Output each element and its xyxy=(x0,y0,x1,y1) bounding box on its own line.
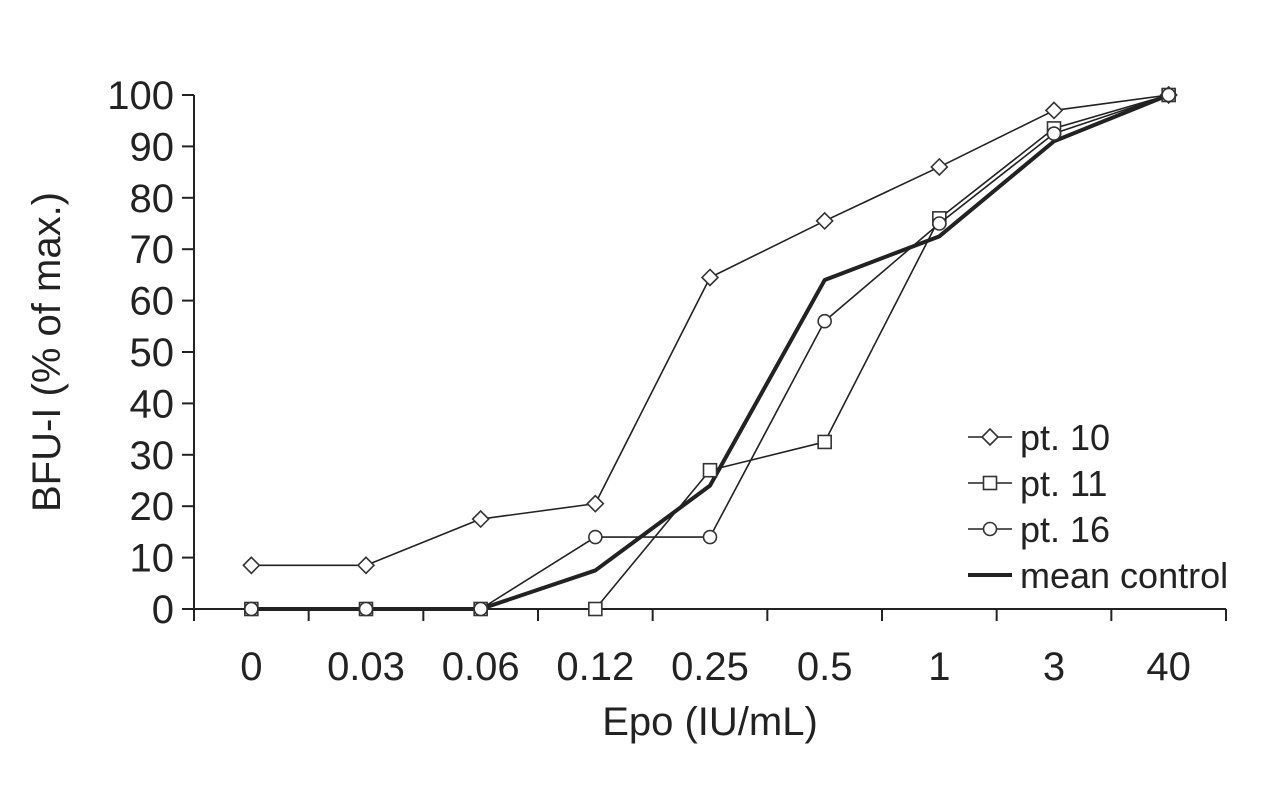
data-point xyxy=(358,601,374,617)
y-tick-label: 20 xyxy=(130,485,175,529)
series-pt-16 xyxy=(244,87,1176,617)
data-point xyxy=(471,509,490,529)
legend-item: pt. 11 xyxy=(968,463,1107,504)
y-tick-label: 90 xyxy=(130,125,175,169)
data-point xyxy=(930,157,949,177)
y-tick-label: 100 xyxy=(107,74,174,118)
data-point xyxy=(817,313,832,329)
x-tick-label: 0.5 xyxy=(797,645,853,689)
x-tick-label: 0.12 xyxy=(556,645,634,689)
x-tick-label: 0.03 xyxy=(327,645,405,689)
legend-marker xyxy=(980,427,1000,447)
x-tick-label: 0.25 xyxy=(671,645,749,689)
axes: 0 10 20 30 40 50 60 70 80 90 100 0 0.03 0.06 0.12 0.25… xyxy=(107,74,1227,689)
legend: pt. 10 pt. 11 pt. 16 mean control xyxy=(968,417,1228,596)
series-layer xyxy=(242,85,1178,617)
data-point xyxy=(702,462,718,478)
x-ticks: 0 0.03 0.06 0.12 0.25 0.5 1 3 40 xyxy=(193,609,1227,689)
data-point xyxy=(588,601,603,617)
legend-marker xyxy=(982,521,998,537)
data-point xyxy=(356,556,376,575)
y-tick-label: 60 xyxy=(130,280,175,324)
y-axis-title: BFU-I (% of max.) xyxy=(25,192,69,512)
data-point xyxy=(473,601,488,617)
x-tick-label: 1 xyxy=(928,645,950,689)
legend-label: pt. 11 xyxy=(1020,463,1107,504)
y-tick-label: 10 xyxy=(130,537,175,581)
data-point xyxy=(1161,87,1176,103)
x-tick-label: 3 xyxy=(1043,645,1065,689)
legend-label: pt. 10 xyxy=(1020,417,1110,458)
data-point xyxy=(586,494,605,513)
legend-marker xyxy=(982,475,998,491)
data-point xyxy=(932,216,947,231)
y-tick-label: 50 xyxy=(130,331,175,375)
data-point xyxy=(244,601,259,617)
y-tick-label: 40 xyxy=(130,382,175,426)
data-point xyxy=(817,434,832,450)
y-tick-label: 30 xyxy=(130,434,175,478)
data-point xyxy=(588,529,603,545)
data-point xyxy=(815,211,834,231)
legend-item: pt. 16 xyxy=(968,509,1110,550)
y-tick-label: 0 xyxy=(152,588,174,632)
legend-label: pt. 16 xyxy=(1020,509,1110,550)
x-tick-label: 0 xyxy=(240,645,262,689)
data-point xyxy=(242,556,261,575)
data-point xyxy=(702,529,718,545)
y-ticks: 0 10 20 30 40 50 60 70 80 90 100 xyxy=(107,74,194,632)
y-tick-label: 80 xyxy=(130,177,175,221)
y-tick-label: 70 xyxy=(130,228,175,272)
data-point xyxy=(1044,101,1064,120)
legend-label: mean control xyxy=(1020,555,1228,596)
data-point xyxy=(1046,126,1062,141)
legend-item: mean control xyxy=(968,555,1228,596)
x-tick-label: 40 xyxy=(1146,645,1191,689)
x-axis-title: Epo (IU/mL) xyxy=(602,700,818,744)
legend-item: pt. 10 xyxy=(968,417,1110,458)
x-tick-label: 0.06 xyxy=(442,645,520,689)
data-point xyxy=(700,268,720,287)
